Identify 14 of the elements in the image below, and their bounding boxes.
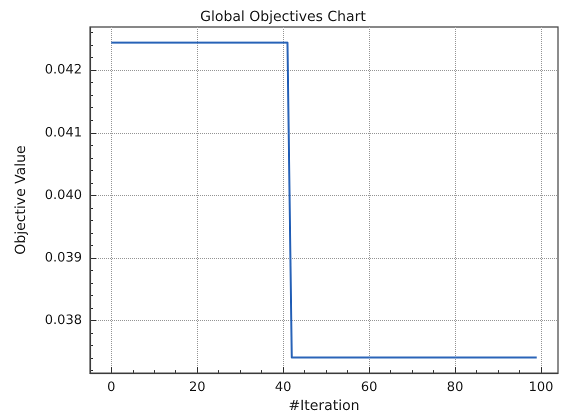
y-tick-label: 0.038 [44, 313, 82, 328]
x-tick-label: 20 [188, 380, 206, 396]
y-tick-label: 0.041 [44, 125, 82, 140]
x-axis-title: #Iteration [288, 398, 360, 414]
x-tick-label: 0 [107, 380, 116, 396]
x-tick-label: 60 [360, 380, 378, 396]
y-tick-label: 0.040 [44, 188, 82, 203]
chart-title: Global Objectives Chart [200, 9, 366, 25]
y-tick-label: 0.042 [44, 62, 82, 78]
x-tick-label: 40 [274, 380, 292, 396]
x-tick-label: 80 [446, 380, 464, 396]
y-axis-title: Objective Value [13, 145, 29, 255]
x-tick-label: 100 [528, 380, 554, 396]
y-tick-label: 0.039 [44, 250, 82, 266]
